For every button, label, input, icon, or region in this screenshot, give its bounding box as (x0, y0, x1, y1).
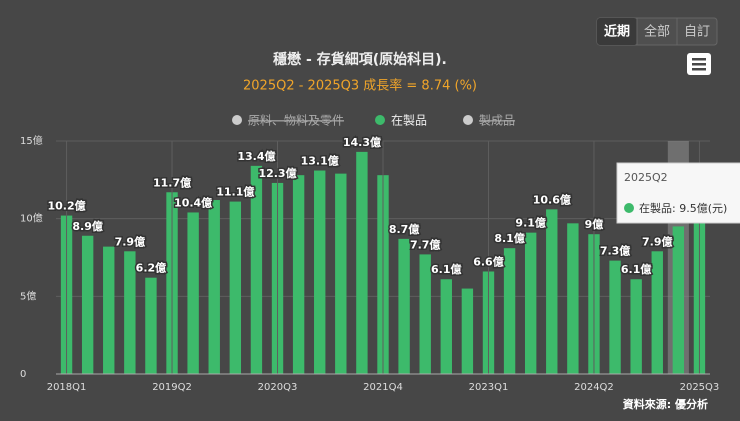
bar (81, 235, 94, 374)
tooltip-title: 2025Q2 (624, 171, 668, 184)
data-label: 13.4億 (237, 149, 275, 163)
legend-label[interactable]: 製成品 (479, 114, 515, 128)
x-tick-label: 2021Q4 (363, 382, 403, 393)
tooltip: 2025Q2 在製品: 9.5億(元) (616, 162, 740, 224)
source: 資料來源: 優分析 (623, 397, 708, 411)
data-label: 7.3億 (600, 244, 631, 258)
data-label: 13.1億 (301, 154, 339, 168)
tooltip-text: 在製品: 9.5億(元) (639, 201, 727, 215)
data-label: 6.2億 (136, 261, 167, 275)
menu-button[interactable] (687, 53, 711, 75)
data-label: 6.1億 (621, 262, 652, 276)
tooltip-box (616, 162, 740, 224)
x-tick-label: 2019Q2 (152, 382, 192, 393)
y-tick-label: 15億 (20, 134, 43, 147)
legend-label[interactable]: 在製品 (391, 114, 427, 128)
data-label: 11.7億 (153, 175, 191, 189)
bar (335, 173, 347, 374)
legend-marker (232, 115, 242, 125)
bar (651, 251, 663, 374)
data-label: 9.1億 (515, 216, 546, 230)
bar (461, 288, 474, 374)
data-label: 14.3億 (343, 135, 381, 149)
tooltip-marker (624, 203, 634, 213)
chart-subtitle: 2025Q2 - 2025Q3 成長率 = 8.74 (%) (243, 78, 477, 94)
data-label: 12.3億 (258, 166, 296, 180)
bar (672, 226, 685, 374)
button[interactable]: 自訂 (684, 24, 710, 40)
legend-label[interactable]: 原料、物料及零件 (248, 114, 344, 128)
bar (124, 251, 136, 374)
x-tick-label: 2025Q3 (680, 382, 720, 393)
data-label: 11.1億 (216, 185, 254, 199)
chart-title: 穩懋 - 存貨細項(原始科目). (273, 51, 447, 68)
data-label: 8.9億 (72, 219, 103, 233)
bar (229, 201, 242, 374)
button[interactable]: 全部 (644, 24, 670, 40)
bar (103, 246, 115, 374)
data-label: 9億 (585, 217, 604, 231)
bar (524, 232, 537, 374)
data-label: 7.9億 (115, 234, 146, 248)
bar (503, 248, 516, 374)
bar (356, 151, 368, 374)
bar (314, 170, 326, 374)
bar (398, 238, 410, 374)
x-tick-label: 2020Q3 (258, 382, 298, 393)
legend-marker (463, 115, 473, 125)
bar (145, 277, 157, 374)
data-label: 8.7億 (389, 222, 420, 236)
bar (419, 254, 431, 374)
data-label: 8.1億 (494, 231, 525, 245)
data-label: 6.6億 (473, 254, 504, 268)
button-active (597, 18, 637, 45)
x-tick-label: 2023Q1 (469, 382, 509, 393)
y-tick-label: 10億 (20, 212, 43, 225)
range-buttons: 近期 全部 自訂 (596, 17, 718, 46)
bar (250, 165, 263, 374)
bar (567, 223, 579, 374)
bar (630, 279, 642, 374)
legend-marker (375, 115, 385, 125)
data-label: 10.4億 (174, 195, 212, 209)
y-tick-label: 0 (20, 369, 26, 380)
bar (187, 212, 199, 374)
data-label: 10.6億 (533, 192, 571, 206)
data-label: 6.1億 (431, 262, 462, 276)
data-label: 10.2億 (47, 199, 85, 213)
button[interactable]: 近期 (604, 24, 630, 40)
data-label: 7.9億 (642, 234, 673, 248)
bar (292, 175, 305, 374)
data-label: 7.7億 (410, 237, 441, 251)
x-tick-label: 2018Q1 (47, 382, 87, 393)
y-tick-label: 5億 (20, 289, 36, 302)
bar (208, 200, 220, 374)
bar (440, 279, 452, 374)
bar (546, 209, 558, 374)
x-tick-label: 2024Q2 (574, 382, 614, 393)
bar (609, 260, 621, 374)
